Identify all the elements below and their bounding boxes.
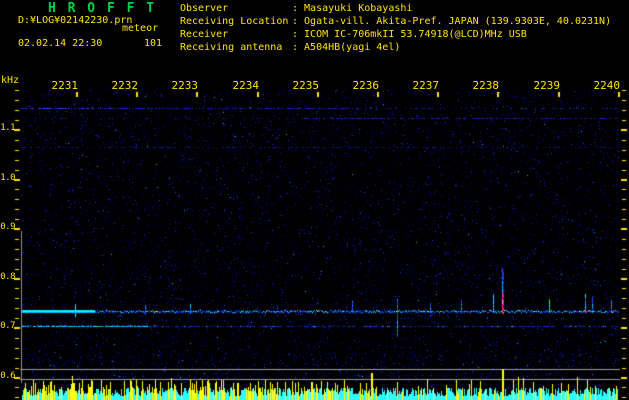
info-label: Receiving antenna <box>180 42 283 53</box>
time-axis-label: 2236 <box>352 79 380 92</box>
info-value: : ICOM IC-706mkII 53.74918(@LCD)MHz USB <box>292 29 527 40</box>
mode-label: meteor <box>122 23 159 34</box>
datetime-label: 02.02.14 22:30 <box>18 38 103 49</box>
observation-info: Observer : Masayuki Kobayashi Receiving L… <box>180 3 611 55</box>
time-axis-label: 2238 <box>472 79 500 92</box>
time-axis-label: 2239 <box>533 79 561 92</box>
info-value: : A504HB(yagi 4el) <box>292 42 401 53</box>
freq-axis-label: 0.6 <box>0 371 15 381</box>
time-axis-label: 2232 <box>111 79 139 92</box>
time-axis-label: 2231 <box>51 79 79 92</box>
count-label: 101 <box>144 38 163 49</box>
info-label: Observer <box>180 3 229 14</box>
app-title: H R O F F T <box>48 1 157 16</box>
freq-axis-label: 0.7 <box>0 321 15 331</box>
time-axis-label: 2234 <box>232 79 260 92</box>
time-axis-label: 2233 <box>171 79 199 92</box>
log-file-path: D:¥LOG¥02142230.prn <box>18 15 133 26</box>
time-axis-label: 2235 <box>292 79 320 92</box>
info-row: Observer : Masayuki Kobayashi <box>180 3 611 16</box>
freq-axis-label: 0.8 <box>0 272 15 282</box>
time-axis-label: 2237 <box>412 79 440 92</box>
info-label: Receiver <box>180 29 229 40</box>
info-row: Receiver : ICOM IC-706mkII 53.74918(@LCD)… <box>180 29 611 42</box>
freq-axis-label: 0.9 <box>0 222 15 232</box>
info-label: Receiving Location <box>180 16 289 27</box>
info-row: Receiving antenna : A504HB(yagi 4el) <box>180 42 611 55</box>
info-value: : Masayuki Kobayashi <box>292 3 413 14</box>
time-axis-label: 2240 <box>593 79 621 92</box>
info-row: Receiving Location: Ogata-vill. Akita-Pr… <box>180 16 611 29</box>
info-value: : Ogata-vill. Akita-Pref. JAPAN (139.930… <box>292 16 612 27</box>
freq-axis-label: 1.1 <box>0 123 15 133</box>
freq-axis-label: 1.0 <box>0 173 15 183</box>
freq-unit-label: kHz <box>1 75 20 86</box>
